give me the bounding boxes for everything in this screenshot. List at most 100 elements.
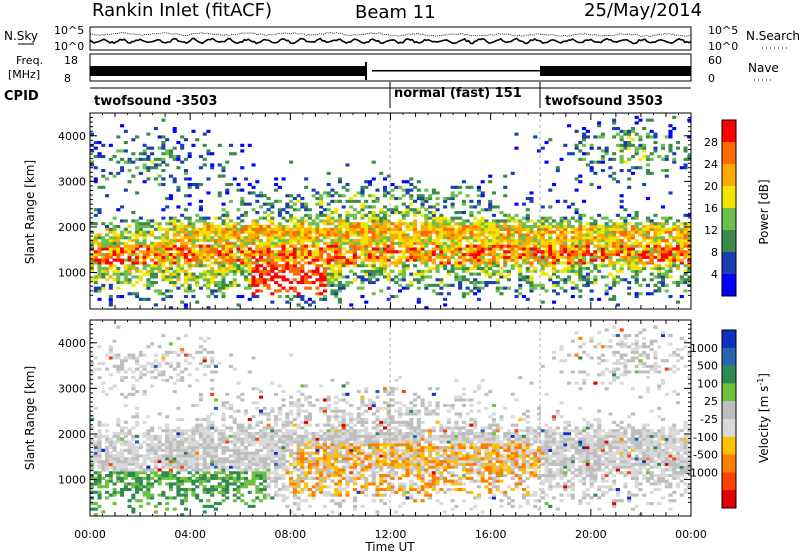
power-cell: [93, 236, 98, 240]
power-cell: [168, 155, 173, 159]
power-cell: [367, 241, 373, 245]
velocity-cell: [116, 423, 121, 427]
power-cell: [499, 239, 504, 243]
power-cell: [409, 208, 414, 212]
power-colorbar-tick: 20: [704, 180, 718, 193]
velocity-cell: [244, 485, 249, 489]
power-cell: [244, 227, 249, 231]
power-cell: [619, 244, 624, 248]
velocity-cell: [93, 490, 98, 494]
power-cell: [285, 205, 290, 209]
power-cell: [360, 295, 365, 299]
power-cell: [330, 188, 335, 192]
power-cell: [480, 261, 485, 265]
power-cell: [334, 199, 339, 203]
power-cell: [589, 253, 594, 257]
power-cell: [326, 171, 331, 175]
power-cell: [172, 219, 177, 223]
power-cell: [382, 185, 388, 189]
power-cell: [645, 157, 650, 161]
power-cell: [142, 244, 147, 248]
velocity-cell: [161, 471, 166, 475]
power-cell: [679, 244, 684, 248]
power-cell: [97, 141, 102, 145]
power-cell: [217, 236, 222, 240]
power-cell: [296, 303, 301, 307]
velocity-cell: [165, 460, 170, 464]
power-cell: [484, 258, 489, 262]
velocity-cell: [244, 462, 249, 466]
power-cell: [364, 264, 369, 268]
power-cell: [292, 230, 297, 234]
power-cell: [247, 258, 252, 262]
power-cell: [274, 241, 279, 245]
power-cell: [266, 213, 271, 217]
power-cell: [210, 227, 215, 231]
power-cell: [206, 216, 211, 220]
power-cell: [443, 283, 448, 287]
power-cell: [285, 219, 290, 223]
velocity-cell: [112, 448, 117, 452]
power-cell: [645, 292, 650, 296]
power-cell: [315, 269, 320, 273]
velocity-cell: [191, 429, 196, 433]
power-cell: [653, 275, 658, 279]
velocity-cell: [191, 448, 196, 452]
power-cell: [574, 272, 579, 276]
power-cell: [536, 241, 542, 245]
power-cell: [232, 233, 237, 237]
power-cell: [439, 241, 444, 245]
power-cell: [428, 194, 433, 198]
power-cell: [424, 253, 429, 257]
power-cell: [428, 241, 433, 245]
power-cell: [168, 239, 173, 243]
power-cell: [270, 300, 275, 304]
power-cell: [90, 247, 95, 251]
power-cell: [634, 255, 639, 259]
power-cell: [585, 239, 590, 243]
power-cell: [97, 155, 102, 159]
power-cell: [416, 236, 421, 240]
power-cell: [645, 118, 650, 122]
power-cell: [337, 258, 342, 262]
noise-panel-frame: [89, 26, 692, 51]
power-cell: [420, 247, 425, 251]
power-cell: [352, 199, 357, 203]
power-cell: [101, 169, 106, 173]
power-cell: [597, 213, 602, 217]
power-cell: [638, 143, 643, 147]
power-cell: [255, 278, 260, 282]
velocity-cell: [172, 446, 177, 450]
power-cell: [525, 227, 530, 231]
power-cell: [398, 289, 403, 293]
power-cell: [476, 297, 481, 301]
power-cell: [660, 222, 666, 226]
power-cell: [484, 230, 489, 234]
power-cell: [563, 236, 568, 240]
power-ytick-label: 3000: [58, 175, 86, 188]
power-cell: [116, 233, 121, 237]
velocity-cell: [176, 493, 181, 497]
power-cell: [292, 289, 297, 293]
power-cell: [330, 272, 335, 276]
power-cell: [93, 241, 98, 245]
power-cell: [416, 194, 421, 198]
velocity-cell: [142, 432, 147, 436]
velocity-cell: [105, 353, 110, 357]
power-cell: [645, 219, 650, 223]
velocity-cell: [244, 409, 249, 413]
power-cell: [574, 143, 579, 147]
power-cell: [262, 269, 267, 273]
power-cell: [112, 253, 117, 257]
power-cell: [645, 241, 650, 245]
power-cell: [349, 225, 354, 229]
velocity-cell: [213, 454, 219, 458]
velocity-cell: [198, 476, 203, 480]
power-cell: [108, 239, 113, 243]
power-cell: [398, 227, 403, 231]
velocity-cell: [176, 462, 181, 466]
power-cell: [480, 253, 485, 257]
velocity-cell: [180, 460, 185, 464]
velocity-cell: [195, 440, 200, 444]
power-cell: [597, 297, 602, 301]
